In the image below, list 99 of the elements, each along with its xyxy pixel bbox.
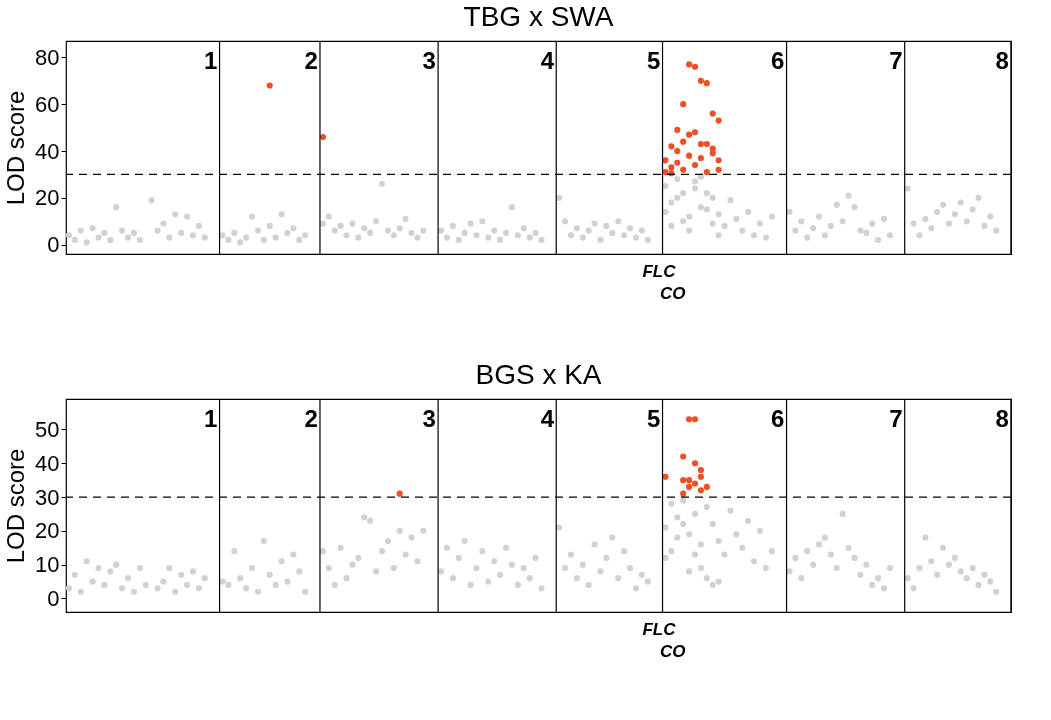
point [697, 204, 704, 211]
y-tick-label: 40 [35, 450, 60, 476]
point [697, 77, 704, 84]
point [697, 564, 704, 572]
point [680, 453, 687, 460]
point [715, 117, 722, 124]
y-axis-title: LOD score [2, 448, 30, 564]
point [674, 159, 681, 166]
point [266, 82, 273, 89]
y-tick-label: 40 [35, 138, 60, 164]
point [680, 477, 687, 484]
y-tick-label: 20 [35, 185, 60, 211]
point [680, 166, 687, 173]
x-tick-label: 2 [304, 404, 318, 432]
y-axis-title: LOD score [2, 90, 30, 206]
x-tick-label: 6 [771, 404, 785, 432]
x-tick-label: 6 [771, 46, 785, 74]
point [703, 169, 710, 176]
point [715, 578, 722, 585]
text: FLC [642, 620, 677, 639]
y-tick-label: 0 [47, 232, 60, 258]
point [686, 477, 693, 484]
x-tick-label: 1 [204, 404, 218, 432]
point [691, 416, 699, 423]
point [668, 143, 675, 150]
point [715, 166, 722, 173]
x-tick-label: 5 [646, 404, 661, 432]
point [680, 101, 687, 108]
y-tick-label: 80 [35, 44, 60, 70]
y-tick-label: 50 [35, 416, 60, 442]
y-tick-label: 10 [35, 552, 60, 578]
point [703, 80, 710, 87]
point [691, 161, 699, 169]
x-tick-label: 5 [646, 46, 661, 74]
point [691, 63, 699, 70]
point [691, 480, 699, 487]
x-tick-label: 7 [889, 46, 903, 74]
point [697, 154, 704, 162]
x-tick-label: 3 [422, 46, 436, 74]
point [396, 490, 403, 497]
point [691, 185, 699, 192]
point [697, 487, 704, 494]
point [674, 147, 681, 155]
point [680, 138, 687, 145]
point [674, 126, 681, 134]
x-tick-label: 4 [540, 46, 555, 74]
y-tick-label: 30 [35, 484, 60, 510]
point [686, 568, 693, 575]
point [662, 157, 669, 164]
point [691, 551, 699, 558]
point [703, 140, 710, 148]
point [697, 466, 704, 474]
text: CO [660, 642, 686, 661]
point [703, 483, 710, 490]
point [668, 222, 675, 229]
point [674, 194, 681, 201]
point [668, 164, 675, 171]
point [686, 152, 693, 159]
point [703, 575, 710, 582]
point [709, 110, 716, 117]
x-tick-label: 2 [304, 46, 318, 74]
point [662, 208, 669, 215]
x-tick-label: 8 [995, 404, 1009, 432]
point [680, 490, 687, 497]
point [686, 61, 693, 68]
point [697, 140, 704, 148]
point [662, 554, 669, 561]
point [709, 150, 716, 157]
x-tick-label: 7 [889, 404, 903, 432]
y-tick-label: 60 [35, 91, 60, 117]
point [709, 581, 716, 589]
point [686, 483, 693, 490]
point [662, 169, 669, 176]
point [703, 190, 710, 197]
point [686, 416, 693, 423]
point [715, 157, 722, 164]
point [686, 227, 693, 234]
point [697, 473, 704, 480]
point [691, 129, 699, 136]
point [715, 232, 722, 239]
x-tick-label: 4 [540, 404, 555, 432]
point [686, 131, 693, 138]
point [662, 473, 669, 480]
point [709, 220, 716, 227]
x-tick-label: 8 [995, 46, 1009, 74]
point [668, 548, 675, 555]
chart-title: BGS x KA [475, 359, 602, 391]
point [674, 534, 681, 541]
point [691, 460, 699, 467]
text: FLC [642, 262, 677, 281]
point [319, 133, 326, 141]
point [680, 521, 687, 528]
point [680, 218, 687, 225]
chart-title: TBG x SWA [463, 1, 614, 33]
y-tick-label: 0 [47, 585, 60, 611]
x-tick-label: 3 [422, 404, 436, 432]
text: CO [660, 284, 686, 303]
x-tick-label: 1 [204, 46, 218, 74]
y-tick-label: 20 [35, 518, 60, 544]
